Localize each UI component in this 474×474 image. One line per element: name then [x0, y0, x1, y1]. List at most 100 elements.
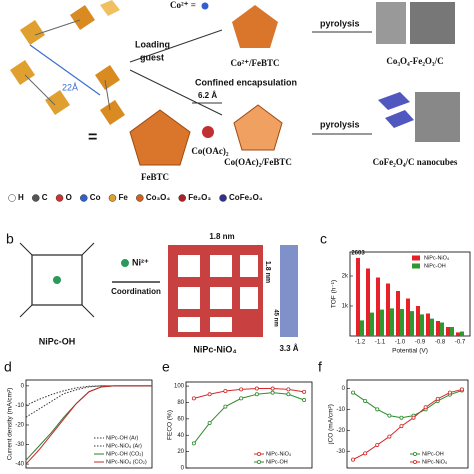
legend-label: NiPc-NiO₄ (CO₂) — [106, 459, 147, 465]
y-axis-label: jCO (mA/cm²) — [328, 404, 335, 445]
plot-frame — [346, 379, 469, 469]
pyrolysis: pyrolysis — [320, 119, 360, 129]
legend-label: NiPc-OH — [422, 451, 444, 457]
framework-icon — [233, 104, 283, 151]
legend-marker — [412, 451, 417, 456]
bar — [430, 318, 434, 336]
panel-label: f — [318, 359, 322, 375]
legend-label: NiPc-OH — [424, 263, 446, 269]
loaded-label: Co²⁺/FeBTC — [231, 58, 280, 68]
data-point — [239, 387, 244, 392]
panel-label: e — [162, 359, 170, 375]
product-label: NiPc-NiO₄ — [193, 344, 236, 354]
data-point — [459, 387, 464, 392]
x-tick-label: -0.8 — [435, 340, 446, 346]
x-tick-label: -1.1 — [375, 340, 386, 346]
legend-label: O — [66, 193, 72, 202]
legend-label: NiPc-OH (CO₂) — [106, 451, 143, 457]
legend-label: NiPc-NiO₄ (Ar) — [106, 443, 142, 449]
data-point — [351, 457, 356, 462]
dimension: 3.3 Å — [279, 344, 298, 353]
data-point — [223, 404, 228, 409]
data-point — [399, 424, 404, 429]
legend-marker — [256, 459, 261, 464]
value-label: 2603 — [351, 250, 365, 256]
ni-dot — [121, 259, 129, 267]
bar — [396, 291, 400, 336]
bar — [360, 320, 364, 336]
pore-size: 6.2 Å — [198, 91, 217, 100]
pyrolysis: pyrolysis — [320, 18, 360, 28]
precursor-icon — [202, 126, 214, 138]
data-point — [302, 389, 307, 394]
arrow — [129, 29, 223, 63]
product-label: CoFe₂O₄/C nanocubes — [373, 157, 458, 167]
data-point — [286, 387, 291, 392]
data-point — [191, 396, 196, 401]
legend-label: C — [42, 193, 48, 202]
data-point — [363, 451, 368, 456]
bar — [380, 309, 384, 336]
data-point — [302, 398, 307, 403]
guest-ion: Co²⁺ = — [170, 0, 196, 10]
data-point — [270, 386, 275, 391]
data-point — [387, 413, 392, 418]
step-label: Confined encapsulation — [195, 77, 297, 87]
legend-label: NiPc-NiO₄ — [266, 451, 292, 457]
data-line — [193, 388, 305, 399]
bar — [366, 268, 370, 336]
bar — [426, 313, 430, 336]
bar — [400, 309, 404, 336]
x-axis-label: Potential (V) — [392, 348, 428, 355]
x-tick-label: -1.2 — [355, 340, 366, 346]
legend-label: CoFe₂O₄ — [229, 193, 263, 202]
dimension: 1.8 nm — [264, 261, 271, 283]
bar — [446, 327, 450, 336]
scheme-legend: H C O Co Fe Co₃O₄ Fe₂O₃ CoFe₂O₄ — [8, 193, 263, 202]
legend-label: NiPc-NiO₄ — [422, 459, 448, 465]
data-point — [286, 392, 291, 397]
bar — [376, 277, 380, 336]
product-label: Co₃O₄-Fe₂O₃/C — [386, 56, 443, 66]
legend-label: Fe₂O₃ — [188, 193, 211, 202]
tem-image — [410, 2, 455, 44]
y-tick-label: -40 — [15, 462, 24, 468]
legend-swatch — [136, 194, 144, 202]
data-point — [387, 434, 392, 439]
legend-label: NiPc-OH (Ar) — [106, 435, 139, 441]
molecule — [19, 242, 95, 318]
precursor-label: Co(OAc)₂ — [191, 146, 228, 156]
legend-marker — [412, 459, 417, 464]
y-axis-label: FECO (%) — [167, 410, 174, 440]
plot-frame — [185, 381, 313, 469]
legend-swatch — [412, 255, 420, 261]
ion-label: Ni²⁺ — [132, 257, 149, 267]
x-tick-label: -0.9 — [415, 340, 426, 346]
y-tick-label: -30 — [15, 442, 24, 448]
bar — [456, 332, 460, 336]
y-tick-label: 2k — [342, 274, 349, 280]
tem-image — [415, 92, 460, 142]
loaded-label: Co(OAc)₂/FeBTC — [224, 157, 292, 167]
y-tick-label: -20 — [15, 423, 24, 429]
legend-label: Co₃O₄ — [146, 193, 171, 202]
panel-label: c — [320, 231, 327, 247]
dimension: 45 nm — [272, 309, 278, 326]
legend-swatch — [32, 194, 40, 202]
data-point — [411, 415, 416, 420]
data-point — [399, 415, 404, 420]
data-point — [447, 390, 452, 395]
x-tick-label: -1.0 — [395, 340, 406, 346]
panel-label: b — [6, 231, 14, 247]
data-point — [254, 386, 259, 391]
x-tick-label: -0.7 — [455, 340, 466, 346]
framework-grid — [168, 245, 298, 337]
legend-label: Fe — [118, 193, 128, 202]
data-point — [223, 389, 228, 394]
bar — [386, 283, 390, 336]
bar — [436, 321, 440, 336]
cube-icon — [385, 110, 414, 128]
data-point — [375, 407, 380, 412]
bar — [460, 331, 464, 336]
